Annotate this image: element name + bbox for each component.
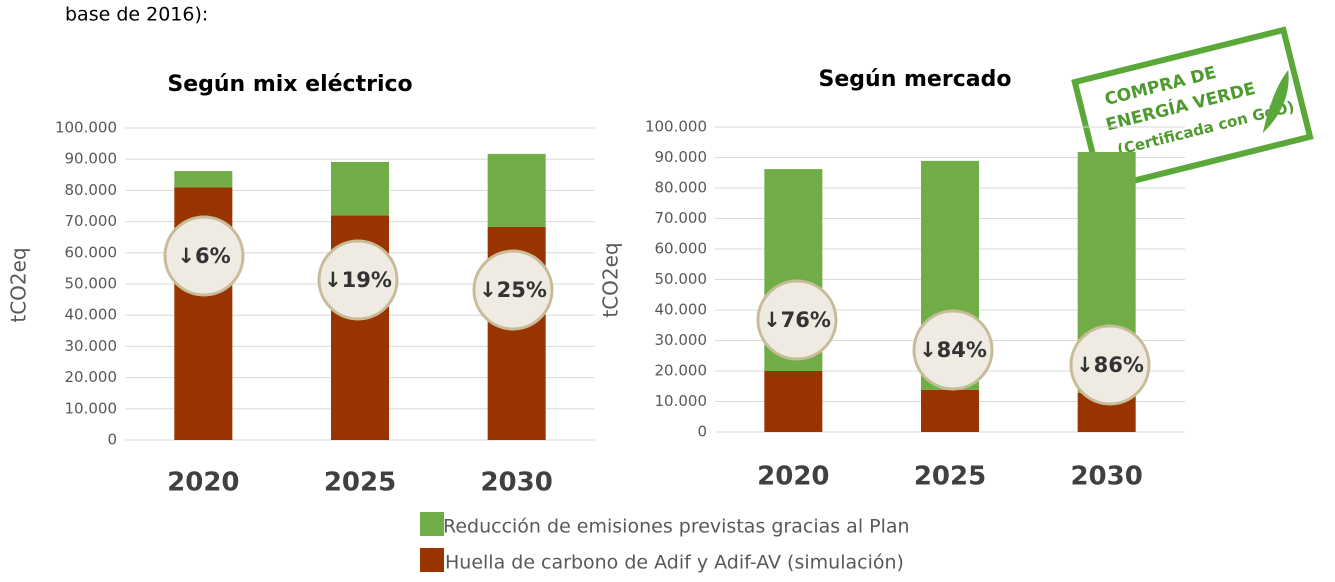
y-tick-label: 60.000	[655, 240, 708, 258]
annotation: ↓84%	[919, 338, 987, 362]
annotation-badge	[317, 239, 399, 321]
y-tick-label: 80.000	[655, 179, 708, 197]
y-tick-label: 30.000	[65, 337, 118, 355]
annotation: ↓6%	[177, 244, 230, 268]
y-tick-label: 100.000	[645, 118, 707, 136]
y-tick-label: 70.000	[65, 212, 118, 230]
bar-segment	[174, 171, 233, 188]
legend-swatch	[420, 512, 444, 536]
y-tick-label: 40.000	[655, 301, 708, 319]
x-tick-label: 2025	[324, 468, 396, 498]
bar-segment	[764, 371, 823, 432]
y-tick-label: 90.000	[655, 148, 708, 166]
x-tick-label: 2025	[914, 462, 986, 492]
legend-label: Huella de carbono de Adif y Adif-AV (sim…	[445, 552, 904, 574]
bar-segment	[331, 162, 389, 216]
y-tick-label: 40.000	[65, 306, 118, 324]
annotation-badge	[163, 215, 245, 297]
legend-label: Reducción de emisiones previstas gracias…	[443, 516, 910, 538]
annotation: ↓86%	[1076, 353, 1144, 377]
y-tick-label: 0	[697, 423, 707, 441]
chart-title: Según mix eléctrico	[167, 72, 412, 97]
bar-segment	[921, 389, 979, 432]
y-axis-label: tCO2eq	[7, 247, 31, 322]
y-tick-label: 100.000	[55, 119, 117, 137]
y-tick-label: 10.000	[655, 392, 708, 410]
y-tick-label: 20.000	[655, 362, 708, 380]
annotation: ↓25%	[479, 278, 547, 302]
bar-segment	[487, 153, 546, 227]
annotation-badge	[1069, 324, 1151, 406]
stamp-leaf	[1262, 70, 1289, 134]
stamp: COMPRA DE ENERGÍA VERDE (Certificada con…	[1071, 26, 1314, 193]
y-tick-label: 90.000	[65, 150, 118, 168]
y-tick-label: 10.000	[65, 399, 118, 417]
y-tick-label: 20.000	[65, 368, 118, 386]
annotation: ↓76%	[763, 308, 831, 332]
x-tick-label: 2030	[1070, 462, 1142, 492]
annotation-badge	[756, 279, 838, 361]
annotation-badge	[912, 309, 994, 391]
x-tick-label: 2030	[480, 468, 552, 498]
annotation-badge	[472, 249, 554, 331]
intro-text: base de 2016):	[65, 4, 208, 26]
y-tick-label: 0	[107, 431, 117, 449]
y-tick-label: 60.000	[65, 243, 118, 261]
y-tick-label: 50.000	[65, 275, 118, 293]
y-tick-label: 30.000	[655, 331, 708, 349]
y-axis-label: tCO2eq	[599, 242, 623, 317]
legend-swatch	[420, 548, 444, 572]
y-tick-label: 70.000	[655, 209, 708, 227]
y-tick-label: 80.000	[65, 181, 118, 199]
x-tick-label: 2020	[167, 468, 239, 498]
chart-title: Según mercado	[819, 67, 1012, 92]
stamp-border	[1071, 26, 1314, 193]
x-tick-label: 2020	[757, 462, 829, 492]
y-tick-label: 50.000	[655, 270, 708, 288]
annotation: ↓19%	[324, 268, 392, 292]
